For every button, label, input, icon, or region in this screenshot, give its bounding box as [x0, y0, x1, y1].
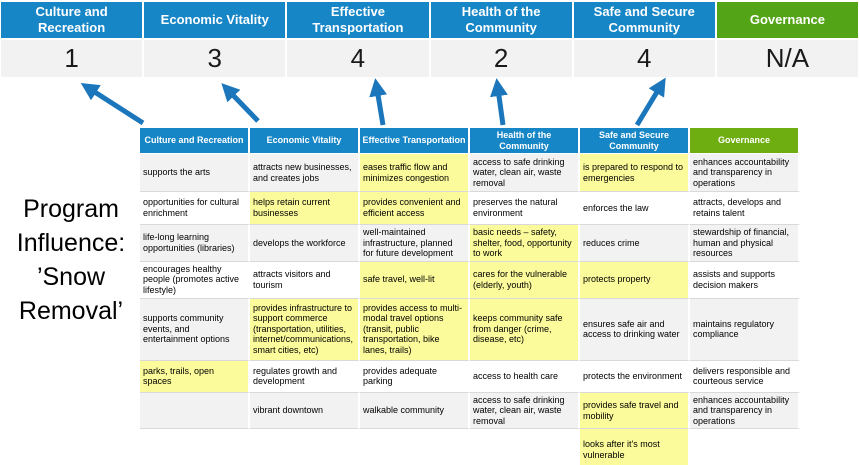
matrix-cell: supports the arts	[140, 154, 250, 192]
matrix-cell: regulates growth and development	[250, 360, 360, 393]
matrix-cell: attracts visitors and tourism	[250, 261, 360, 299]
matrix-cell: parks, trails, open spaces	[140, 360, 250, 393]
matrix-row: supports community events, and entertain…	[140, 298, 800, 361]
matrix-cell: vibrant downtown	[250, 392, 360, 430]
influence-matrix: Culture and Recreation Economic Vitality…	[140, 128, 800, 465]
matrix-header-governance: Governance	[690, 128, 800, 154]
summary-header-safe-secure: Safe and Secure Community	[573, 2, 715, 38]
matrix-cell: reduces crime	[580, 225, 690, 262]
influence-arrow	[490, 78, 508, 126]
matrix-cell: maintains regulatory compliance	[690, 298, 800, 361]
summary-score-economic-vitality: 3	[144, 40, 286, 77]
matrix-cell: attracts, develops and retains talent	[690, 192, 800, 225]
matrix-cell: access to safe drinking water, clean air…	[470, 154, 580, 192]
matrix-cell: is prepared to respond to emergencies	[580, 154, 690, 192]
matrix-header-economic-vitality: Economic Vitality	[250, 128, 360, 154]
matrix-cell: basic needs – safety, shelter, food, opp…	[470, 225, 580, 262]
matrix-row: vibrant downtown walkable community access…	[140, 392, 800, 430]
influence-arrow	[221, 83, 260, 123]
matrix-header-culture-recreation: Culture and Recreation	[140, 128, 250, 154]
matrix-row: looks after it's most vulnerable	[140, 429, 800, 465]
summary-score-health-community: 2	[430, 40, 572, 77]
summary-header-health-community: Health of the Community	[430, 2, 572, 38]
matrix-header-effective-transportation: Effective Transportation	[360, 128, 470, 154]
summary-score-culture-recreation: 1	[1, 40, 143, 77]
matrix-cell: safe travel, well-lit	[360, 261, 470, 299]
influence-arrow	[369, 78, 388, 126]
matrix-cell: access to safe drinking water, clean air…	[470, 392, 580, 430]
matrix-cell: ensures safe air and access to drinking …	[580, 298, 690, 361]
matrix-cell	[140, 392, 250, 430]
influence-arrow	[80, 83, 145, 126]
matrix-cell	[360, 429, 470, 465]
matrix-cell: enhances accountability and transparency…	[690, 392, 800, 430]
matrix-cell: provides safe travel and mobility	[580, 392, 690, 430]
matrix-cell: stewardship of financial, human and phys…	[690, 225, 800, 262]
summary-band: Culture and Recreation Economic Vitality…	[1, 2, 858, 77]
matrix-header-health-community: Health of the Community	[470, 128, 580, 154]
summary-score-effective-transportation: 4	[287, 40, 429, 77]
matrix-cell: provides convenient and efficient access	[360, 192, 470, 225]
program-influence-label: Program Influence: ’Snow Removal’	[16, 195, 126, 325]
summary-header-governance: Governance	[716, 2, 858, 38]
influence-arrows	[80, 77, 666, 127]
matrix-cell	[140, 429, 250, 465]
matrix-cell: enforces the law	[580, 192, 690, 225]
matrix-cell: enhances accountability and transparency…	[690, 154, 800, 192]
matrix-cell: eases traffic flow and minimizes congest…	[360, 154, 470, 192]
matrix-cell	[250, 429, 360, 465]
matrix-cell: delivers responsible and courteous servi…	[690, 360, 800, 393]
matrix-row: parks, trails, open spaces regulates grow…	[140, 360, 800, 393]
matrix-cell: helps retain current businesses	[250, 192, 360, 225]
matrix-cell: develops the workforce	[250, 225, 360, 262]
matrix-cell: assists and supports decision makers	[690, 261, 800, 299]
matrix-row: opportunities for cultural enrichment hel…	[140, 192, 800, 225]
matrix-row: supports the arts attracts new businesses…	[140, 154, 800, 192]
matrix-cell: access to health care	[470, 360, 580, 393]
matrix-cell: provides access to multi-modal travel op…	[360, 298, 470, 361]
matrix-cell: provides adequate parking	[360, 360, 470, 393]
matrix-cell	[470, 429, 580, 465]
matrix-cell: protects property	[580, 261, 690, 299]
matrix-header-safe-secure: Safe and Secure Community	[580, 128, 690, 154]
matrix-cell: provides infrastructure to support comme…	[250, 298, 360, 361]
matrix-cell: life-long learning opportunities (librar…	[140, 225, 250, 262]
matrix-cell: preserves the natural environment	[470, 192, 580, 225]
matrix-cell	[690, 429, 800, 465]
matrix-cell: well-maintained infrastructure, planned …	[360, 225, 470, 262]
summary-header-culture-recreation: Culture and Recreation	[1, 2, 143, 38]
matrix-cell: protects the environment	[580, 360, 690, 393]
matrix-cell: cares for the vulnerable (elderly, youth…	[470, 261, 580, 299]
matrix-row: life-long learning opportunities (librar…	[140, 225, 800, 262]
matrix-cell: attracts new businesses, and creates job…	[250, 154, 360, 192]
matrix-cell: keeps community safe from danger (crime,…	[470, 298, 580, 361]
summary-score-governance: N/A	[716, 40, 858, 77]
matrix-cell: supports community events, and entertain…	[140, 298, 250, 361]
matrix-cell: encourages healthy people (promotes acti…	[140, 261, 250, 299]
matrix-row: encourages healthy people (promotes acti…	[140, 261, 800, 299]
matrix-cell: opportunities for cultural enrichment	[140, 192, 250, 225]
matrix-cell: looks after it's most vulnerable	[580, 429, 690, 465]
matrix-cell: walkable community	[360, 392, 470, 430]
summary-header-effective-transportation: Effective Transportation	[287, 2, 429, 38]
influence-arrow	[634, 77, 666, 127]
summary-score-safe-secure: 4	[573, 40, 715, 77]
summary-header-economic-vitality: Economic Vitality	[144, 2, 286, 38]
matrix-header-row: Culture and Recreation Economic Vitality…	[140, 128, 800, 154]
